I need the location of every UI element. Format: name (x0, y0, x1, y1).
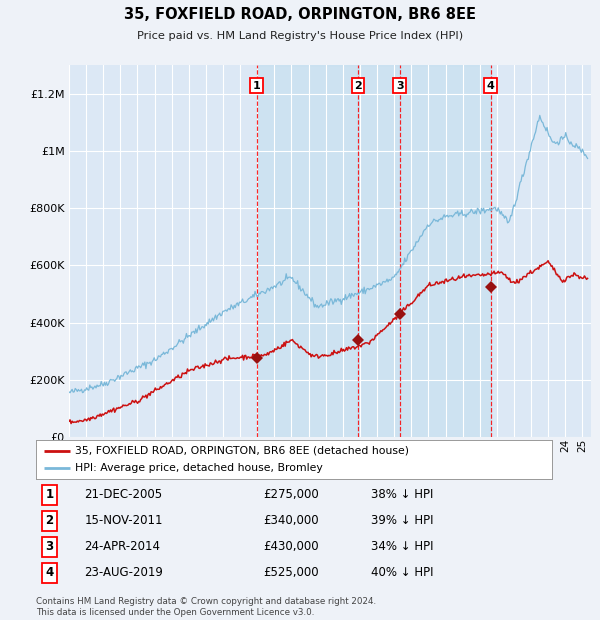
Text: 1: 1 (253, 81, 260, 91)
Text: 39% ↓ HPI: 39% ↓ HPI (371, 515, 433, 527)
Text: HPI: Average price, detached house, Bromley: HPI: Average price, detached house, Brom… (74, 463, 322, 473)
Text: Price paid vs. HM Land Registry's House Price Index (HPI): Price paid vs. HM Land Registry's House … (137, 31, 463, 41)
Bar (400, 65, 491, 437)
Text: 3: 3 (396, 81, 403, 91)
Text: 4: 4 (46, 567, 53, 579)
Text: £430,000: £430,000 (263, 541, 319, 553)
Bar (358, 65, 400, 437)
Text: 40% ↓ HPI: 40% ↓ HPI (371, 567, 433, 579)
Text: 15-NOV-2011: 15-NOV-2011 (85, 515, 163, 527)
Text: 3: 3 (46, 541, 53, 553)
Text: 24-APR-2014: 24-APR-2014 (85, 541, 161, 553)
Text: 23-AUG-2019: 23-AUG-2019 (85, 567, 163, 579)
Text: 4: 4 (487, 81, 495, 91)
Text: 21-DEC-2005: 21-DEC-2005 (85, 489, 163, 501)
Bar (257, 65, 358, 437)
Text: 34% ↓ HPI: 34% ↓ HPI (371, 541, 433, 553)
Text: 1: 1 (46, 489, 53, 501)
Text: £275,000: £275,000 (263, 489, 319, 501)
Text: 35, FOXFIELD ROAD, ORPINGTON, BR6 8EE (detached house): 35, FOXFIELD ROAD, ORPINGTON, BR6 8EE (d… (74, 446, 409, 456)
Text: 38% ↓ HPI: 38% ↓ HPI (371, 489, 433, 501)
Text: 2: 2 (46, 515, 53, 527)
Text: £340,000: £340,000 (263, 515, 319, 527)
Text: 2: 2 (354, 81, 362, 91)
Text: 35, FOXFIELD ROAD, ORPINGTON, BR6 8EE: 35, FOXFIELD ROAD, ORPINGTON, BR6 8EE (124, 7, 476, 22)
Text: Contains HM Land Registry data © Crown copyright and database right 2024.
This d: Contains HM Land Registry data © Crown c… (36, 598, 376, 617)
Text: £525,000: £525,000 (263, 567, 319, 579)
